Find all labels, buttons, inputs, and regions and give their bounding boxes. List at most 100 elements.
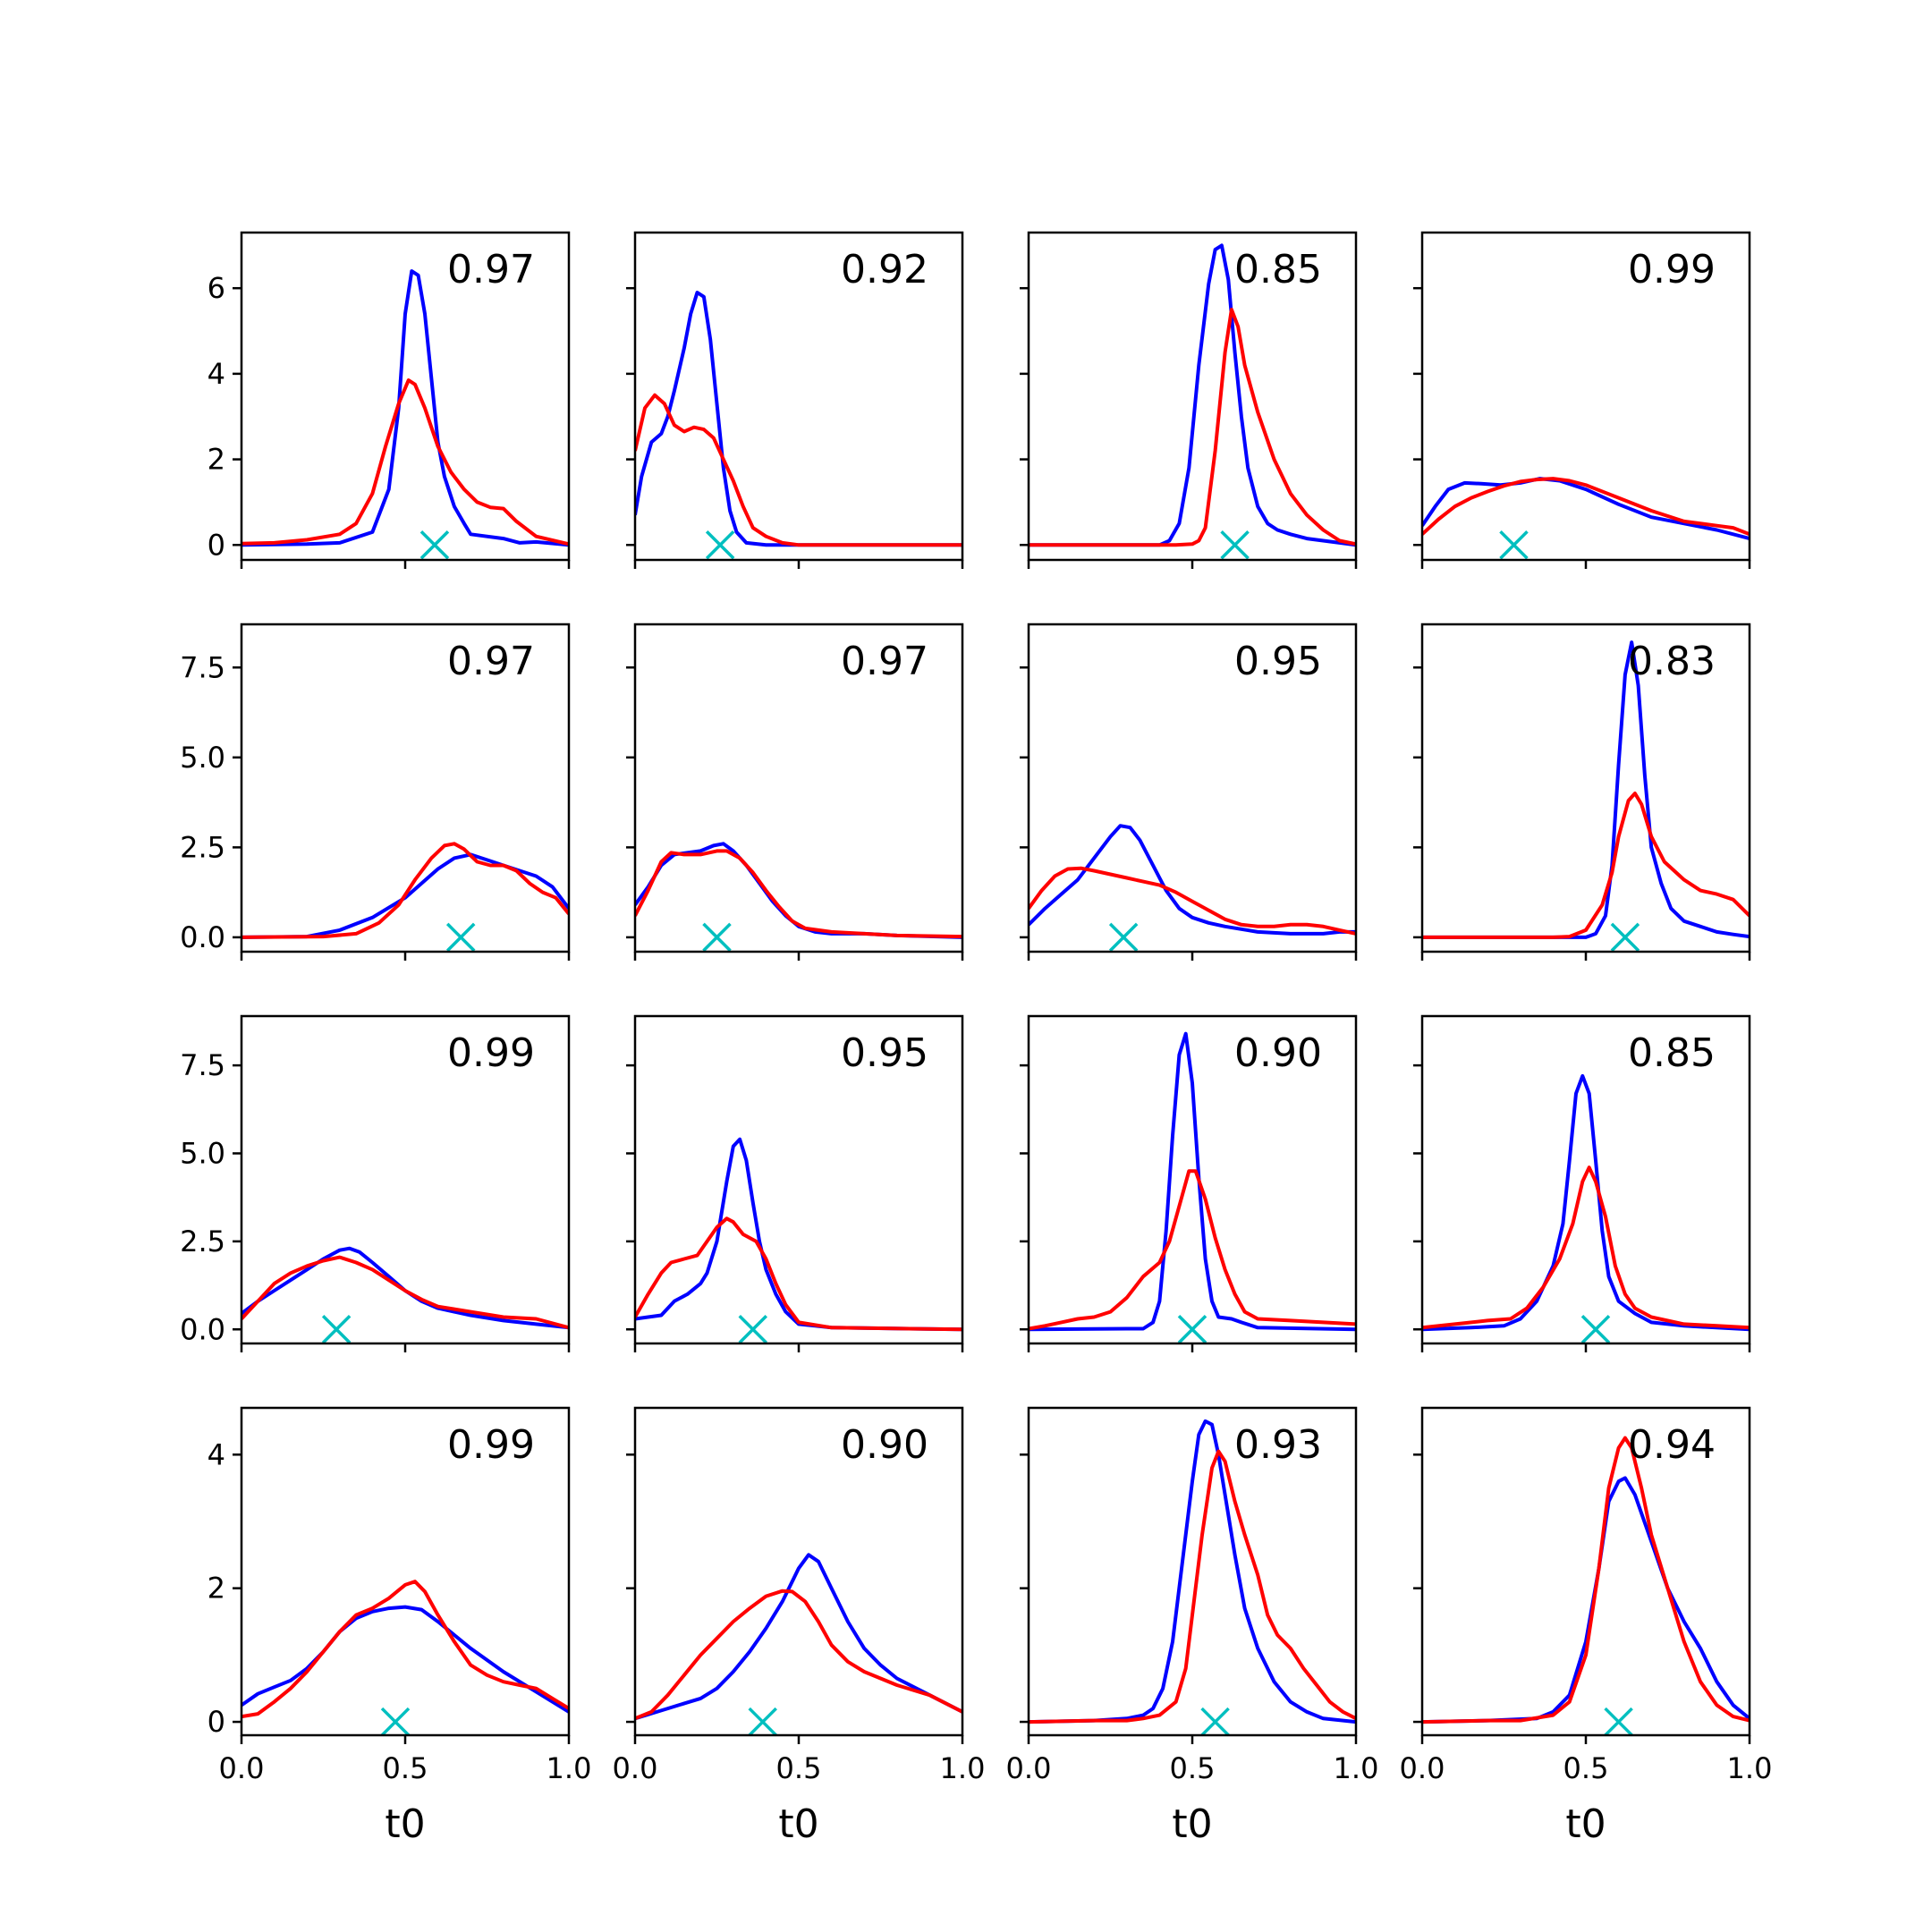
marker-x [419,530,450,560]
marker-x [445,922,476,953]
series-blue-line [242,1246,569,1330]
series-red-line [635,849,962,939]
panel-annotation: 0.90 [841,1422,928,1468]
y-tick-label: 0 [208,1705,225,1739]
y-tick-label: 0.0 [180,1312,225,1346]
panel-annotation: 0.97 [447,639,535,684]
series-blue-line [1422,1073,1750,1332]
panel-r0-c2: 0.85 [1020,231,1358,569]
panel-r2-c1: 0.95 [626,1014,964,1352]
y-tick-label: 2.5 [180,1224,225,1258]
panel-r2-c3: 0.85 [1413,1014,1751,1352]
series-blue-line [635,291,962,547]
series-blue-line [1422,477,1750,541]
marker-x [1580,1315,1611,1344]
marker-x [705,530,735,560]
y-tick-label: 5.0 [180,1136,225,1170]
panel-annotation: 0.99 [1628,247,1716,292]
x-axis-label: t0 [1172,1801,1212,1847]
panel-annotation: 0.85 [1628,1030,1716,1076]
series-red-line [1422,1436,1750,1724]
panel-annotation: 0.99 [447,1422,535,1468]
series-red-line [1422,792,1750,939]
series-red-line [635,1589,962,1721]
y-tick-label: 7.5 [180,650,225,684]
y-tick-label: 6 [208,271,225,305]
series-blue-line [1422,1476,1750,1724]
series-red-line [242,1255,569,1330]
panel-annotation: 0.95 [841,1030,928,1076]
series-red-line [242,1580,569,1719]
x-tick-label: 0.0 [219,1751,265,1785]
series-red-line [1029,1449,1356,1724]
x-axis-label: t0 [778,1801,818,1847]
y-tick-label: 2.5 [180,830,225,864]
panel-r0-c0: 0.97 0 2 4 6 [208,231,571,569]
x-tick-label: 1.0 [1727,1751,1773,1785]
y-tick-label: 5.0 [180,741,225,775]
series-blue-line [1422,640,1750,939]
series-red-line [635,393,962,547]
marker-x [1108,922,1139,953]
marker-x [738,1315,767,1344]
panel-r2-c0: 0.99 0.0 2.5 5.0 7.5 [180,1014,571,1352]
panel-annotation: 0.93 [1234,1422,1322,1468]
y-tick-label: 2 [208,443,225,477]
panel-r0-c1: 0.92 [626,231,964,569]
series-red-line [635,1216,962,1332]
x-tick-label: 1.0 [547,1751,592,1785]
panel-r3-c3: 0.94 0.0 0.5 1.0 t0 [1400,1406,1773,1847]
marker-x [321,1315,352,1344]
series-red-line [1029,866,1356,936]
series-blue-line [1029,824,1356,936]
panel-r3-c0: 0.99 0 2 4 0.0 0.5 1.0 t0 [208,1406,592,1847]
marker-x [1499,530,1529,560]
x-axis-label: t0 [1565,1801,1606,1847]
marker-x [748,1707,777,1737]
series-blue-line [242,1605,569,1714]
x-tick-label: 0.5 [1563,1751,1609,1785]
x-tick-label: 0.5 [776,1751,822,1785]
marker-x [1604,1707,1633,1737]
marker-x [1610,922,1640,953]
panel-r1-c2: 0.95 [1020,623,1358,961]
panel-annotation: 0.99 [447,1030,535,1076]
series-blue-line [635,1137,962,1332]
series-red-line [242,378,569,547]
series-blue-line [635,1553,962,1721]
y-tick-label: 7.5 [180,1048,225,1082]
panel-annotation: 0.97 [447,247,535,292]
marker-x [1200,1707,1230,1737]
y-tick-label: 0 [208,528,225,562]
x-tick-label: 1.0 [1334,1751,1379,1785]
marker-x [702,922,732,953]
marker-x [1177,1315,1208,1344]
panel-annotation: 0.97 [841,639,928,684]
series-red-line [242,842,569,939]
series-red-line [1029,1169,1356,1331]
panel-r2-c2: 0.90 [1020,1014,1358,1352]
y-tick-label: 0.0 [180,920,225,954]
x-tick-label: 0.0 [1400,1751,1445,1785]
series-blue-line [242,269,569,547]
panel-annotation: 0.94 [1628,1422,1716,1468]
x-tick-label: 0.0 [613,1751,658,1785]
marker-x [380,1707,411,1737]
panel-r1-c3: 0.83 [1413,623,1751,961]
series-red-line [1422,1165,1750,1330]
y-tick-label: 4 [208,357,225,391]
panel-annotation: 0.83 [1628,639,1716,684]
series-blue-line [242,852,569,939]
y-tick-label: 2 [208,1572,225,1606]
series-blue-line [1029,1419,1356,1724]
panel-r3-c2: 0.93 0.0 0.5 1.0 t0 [1006,1406,1379,1847]
series-red-line [1422,477,1750,537]
marker-x [1220,530,1250,560]
series-blue-line [1029,1031,1356,1332]
y-tick-label: 4 [208,1437,225,1471]
panel-annotation: 0.85 [1234,247,1322,292]
panel-r0-c3: 0.99 [1413,231,1751,569]
x-tick-label: 0.5 [383,1751,428,1785]
panel-r1-c0: 0.97 0.0 2.5 5.0 7.5 [180,623,571,961]
